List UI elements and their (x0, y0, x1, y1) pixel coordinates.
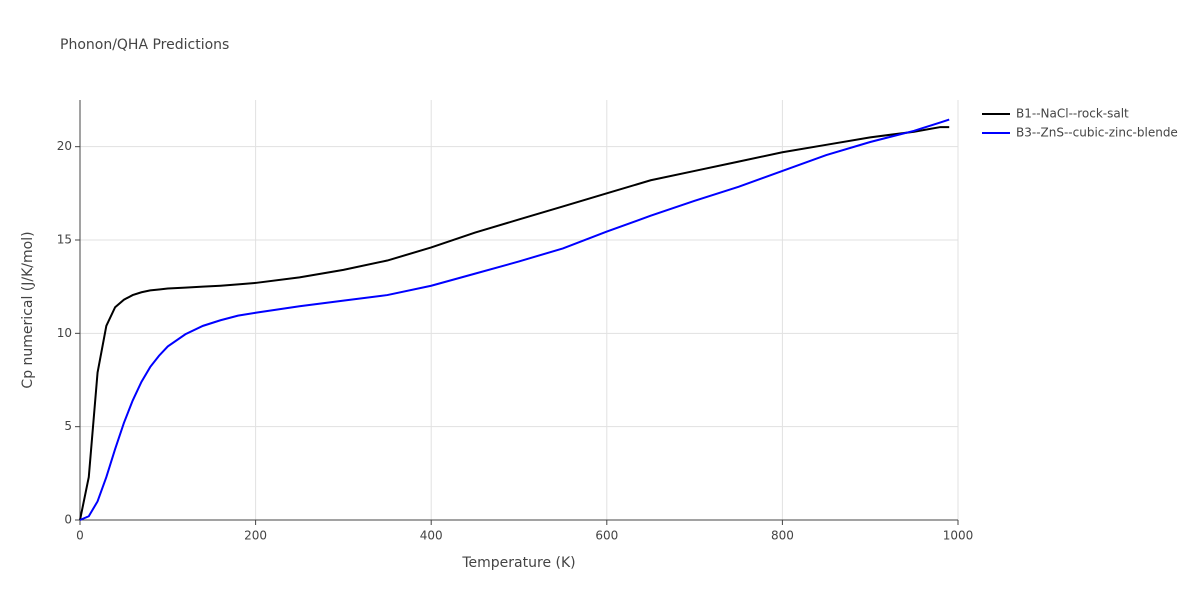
x-tick-label: 400 (420, 529, 443, 543)
data-line (79, 118, 950, 521)
y-tick-label: 10 (57, 326, 72, 340)
y-tick-label: 15 (57, 233, 72, 247)
chart-title: Phonon/QHA Predictions (60, 37, 229, 53)
x-tick-label: 200 (244, 529, 267, 543)
data-line (79, 126, 950, 521)
y-tick-label: 20 (57, 139, 72, 153)
x-tick-label: 1000 (943, 529, 974, 543)
x-axis-label: Temperature (K) (461, 555, 575, 571)
x-tick-label: 0 (76, 529, 84, 543)
y-tick-label: 0 (64, 513, 72, 527)
x-tick-label: 600 (595, 529, 618, 543)
legend-label: B1--NaCl--rock-salt (1016, 107, 1129, 121)
x-tick-label: 800 (771, 529, 794, 543)
legend-label: B3--ZnS--cubic-zinc-blende (1016, 126, 1178, 140)
y-tick-label: 5 (64, 419, 72, 433)
y-axis-label: Cp numerical (J/K/mol) (20, 231, 36, 388)
